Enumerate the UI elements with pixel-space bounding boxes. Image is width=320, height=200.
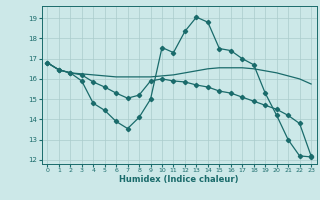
X-axis label: Humidex (Indice chaleur): Humidex (Indice chaleur) (119, 175, 239, 184)
